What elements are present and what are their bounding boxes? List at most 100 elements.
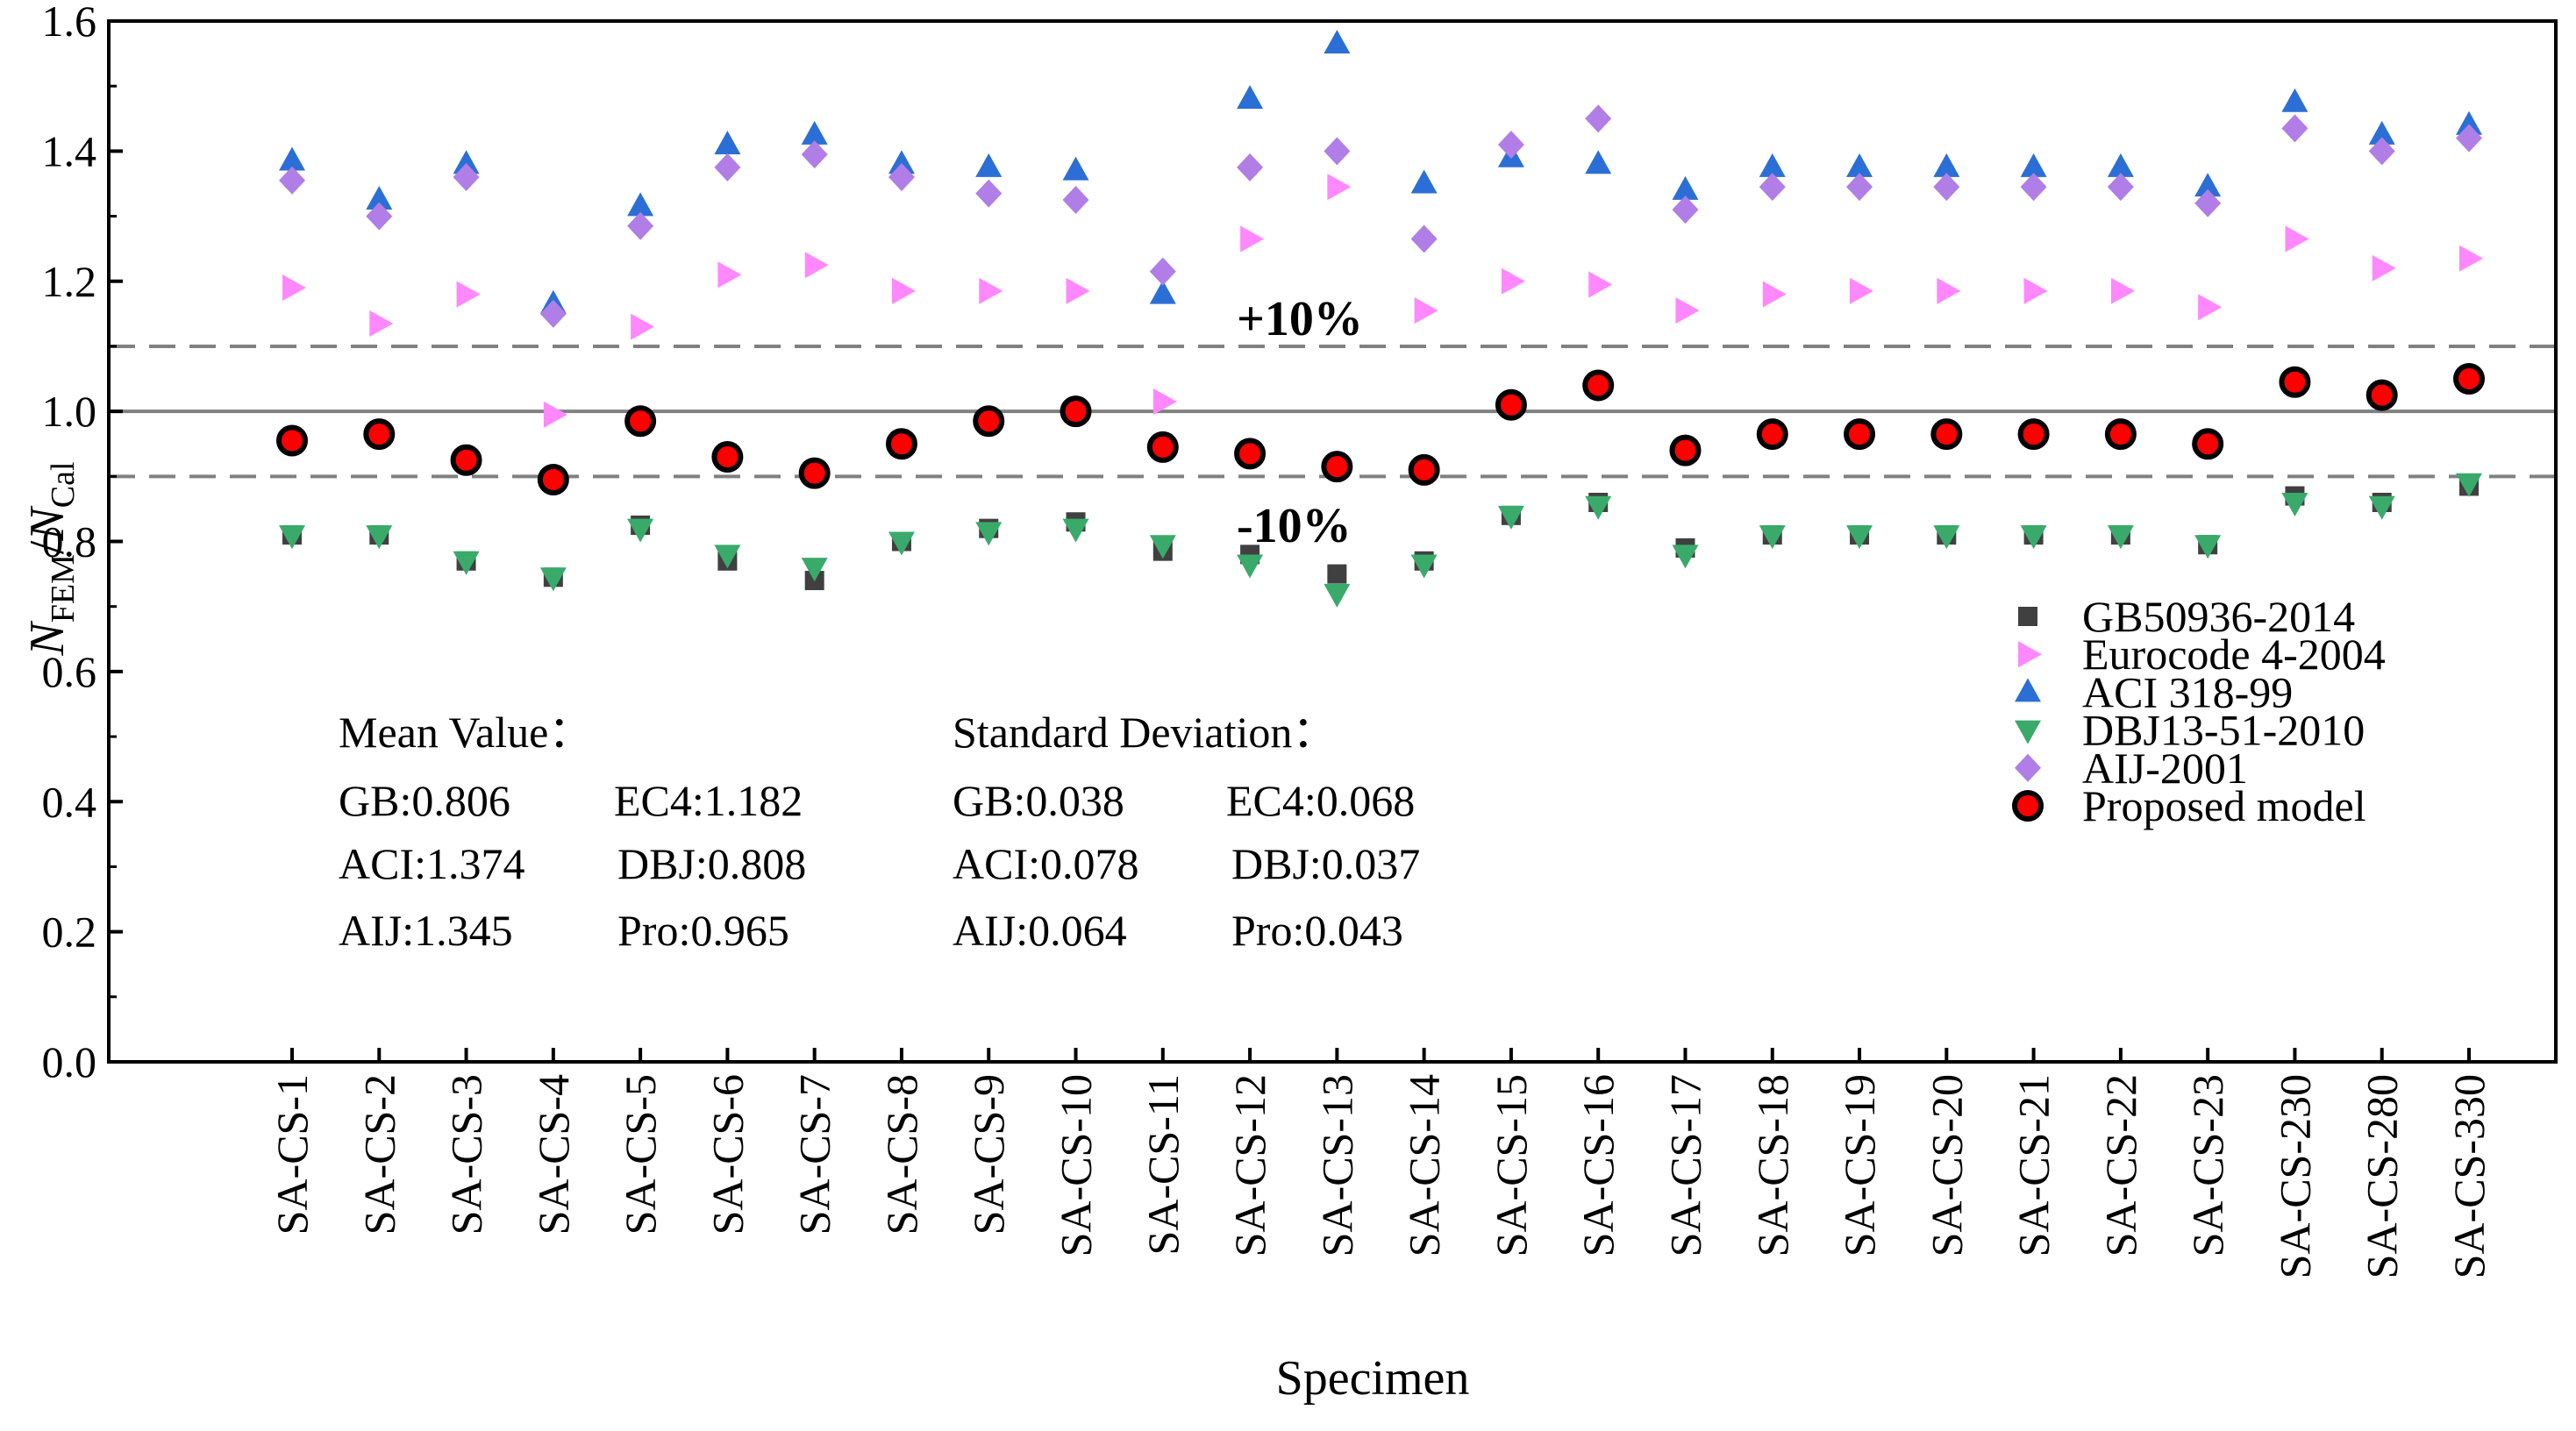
legend-marker-dbj13-51-2010 [2015, 720, 2041, 744]
band-label-minus10: -10% [1237, 499, 1352, 553]
point-dbj13-51-2010 [1237, 554, 1264, 579]
point-eurocode-4-2004 [1501, 267, 1525, 295]
y-tick-label: 1.0 [42, 387, 97, 436]
point-proposed-model [711, 441, 744, 473]
point-eurocode-4-2004 [1240, 225, 1265, 253]
data-marks [276, 29, 2485, 608]
mean-aij: AIJ:1.345 [339, 906, 513, 955]
point-aci-318-99 [888, 150, 915, 174]
point-aci-318-99 [1846, 153, 1873, 177]
point-dbj13-51-2010 [1585, 495, 1612, 520]
point-proposed-model [1060, 395, 1092, 428]
point-proposed-model [1408, 453, 1440, 486]
point-aci-318-99 [2020, 153, 2047, 177]
point-aci-318-99 [1062, 156, 1089, 181]
point-aij-2001 [2107, 173, 2134, 202]
legend-marker-gb50936-2014 [2018, 607, 2037, 626]
point-aci-318-99 [2194, 173, 2222, 197]
point-aci-318-99 [1585, 150, 1612, 174]
std-aci: ACI:0.078 [953, 839, 1139, 888]
y-axis-title-n1: N [20, 621, 75, 657]
x-tick-label: SA-CS-4 [529, 1074, 578, 1235]
x-tick-label: SA-CS-9 [964, 1074, 1013, 1235]
point-aci-318-99 [1324, 29, 1351, 53]
point-eurocode-4-2004 [2110, 277, 2135, 304]
point-proposed-model [2453, 363, 2485, 395]
x-tick-label: SA-CS-280 [2358, 1074, 2407, 1278]
point-aij-2001 [1237, 153, 1264, 182]
std-gb: GB:0.038 [953, 776, 1124, 825]
point-aci-318-99 [801, 120, 828, 145]
point-aij-2001 [2368, 137, 2395, 166]
point-aij-2001 [1497, 130, 1524, 159]
mean-gb: GB:0.806 [339, 776, 510, 825]
x-tick-label: SA-CS-14 [1400, 1074, 1449, 1257]
x-tick-label: SA-CS-3 [442, 1074, 491, 1235]
point-eurocode-4-2004 [2459, 245, 2483, 272]
y-tick-label: 1.6 [42, 0, 97, 46]
point-proposed-model [363, 418, 396, 451]
x-axis: SA-CS-1 SA-CS-2 SA-CS-3 SA-CS-4 SA-CS-5 SA-CS… [268, 1048, 2494, 1278]
point-proposed-model [798, 457, 831, 489]
point-dbj13-51-2010 [2194, 535, 2222, 559]
point-aij-2001 [453, 163, 480, 192]
mean-pro: Pro:0.965 [617, 906, 789, 955]
x-tick-label: SA-CS-6 [703, 1074, 752, 1235]
legend-marker-aij-2001 [2015, 753, 2041, 782]
point-dbj13-51-2010 [539, 567, 567, 592]
y-tick-label: 0.6 [42, 647, 97, 696]
point-dbj13-51-2010 [801, 558, 828, 582]
point-aci-318-99 [1149, 280, 1176, 304]
point-aci-318-99 [1933, 153, 1960, 177]
mean-value-title: Mean Value： [339, 708, 592, 757]
point-aij-2001 [627, 211, 654, 240]
point-eurocode-4-2004 [1675, 297, 1700, 324]
point-eurocode-4-2004 [1850, 277, 1874, 304]
point-proposed-model [1321, 451, 1353, 483]
point-aij-2001 [1149, 257, 1176, 286]
legend-label-gb50936-2014: GB50936-2014 [2082, 592, 2355, 641]
point-aij-2001 [2456, 124, 2482, 153]
point-eurocode-4-2004 [2023, 277, 2048, 304]
point-eurocode-4-2004 [1414, 297, 1438, 324]
mean-dbj: DBJ:0.808 [617, 839, 806, 888]
point-eurocode-4-2004 [543, 401, 567, 428]
point-aij-2001 [1846, 173, 1873, 202]
point-aci-318-99 [2107, 153, 2134, 177]
point-aci-318-99 [714, 130, 741, 154]
x-tick-label: SA-CS-13 [1312, 1074, 1361, 1257]
point-proposed-model [1146, 431, 1179, 463]
point-dbj13-51-2010 [1672, 545, 1699, 569]
point-dbj13-51-2010 [1324, 583, 1351, 608]
std-pro: Pro:0.043 [1231, 906, 1403, 955]
point-proposed-model [973, 405, 1005, 438]
point-aci-318-99 [1759, 153, 1786, 177]
y-tick-label: 1.4 [42, 126, 97, 175]
y-tick-label: 0.4 [42, 777, 97, 826]
point-aij-2001 [714, 153, 741, 182]
point-aci-318-99 [1237, 85, 1264, 110]
x-tick-label: SA-CS-16 [1573, 1074, 1623, 1257]
point-aij-2001 [1759, 173, 1786, 202]
x-tick-label: SA-CS-20 [1922, 1074, 1971, 1257]
y-axis: 0.0 0.2 0.4 0.6 0.8 1.0 1.2 1.4 1.6 [42, 0, 123, 1086]
legend-label-aci-318-99: ACI 318-99 [2082, 667, 2293, 716]
point-aci-318-99 [2456, 110, 2482, 135]
point-eurocode-4-2004 [2198, 294, 2223, 321]
point-aij-2001 [2020, 173, 2047, 202]
point-proposed-model [2365, 379, 2398, 411]
x-tick-label: SA-CS-8 [877, 1074, 926, 1235]
y-axis-title-sub1: FEM [45, 554, 82, 623]
mean-value-annotation: Mean Value： GB:0.806 EC4:1.182 ACI:1.374… [339, 708, 806, 955]
point-eurocode-4-2004 [717, 261, 742, 288]
y-tick-label: 0.0 [42, 1037, 97, 1086]
x-tick-label: SA-CS-330 [2444, 1074, 2494, 1278]
mean-ec4: EC4:1.182 [614, 776, 803, 825]
point-dbj13-51-2010 [1759, 525, 1786, 550]
point-eurocode-4-2004 [369, 310, 394, 337]
point-aci-318-99 [2368, 120, 2395, 145]
point-aij-2001 [539, 299, 567, 328]
mean-aci: ACI:1.374 [339, 839, 525, 888]
x-tick-label: SA-CS-21 [2009, 1074, 2059, 1257]
x-tick-label: SA-CS-1 [268, 1074, 317, 1235]
